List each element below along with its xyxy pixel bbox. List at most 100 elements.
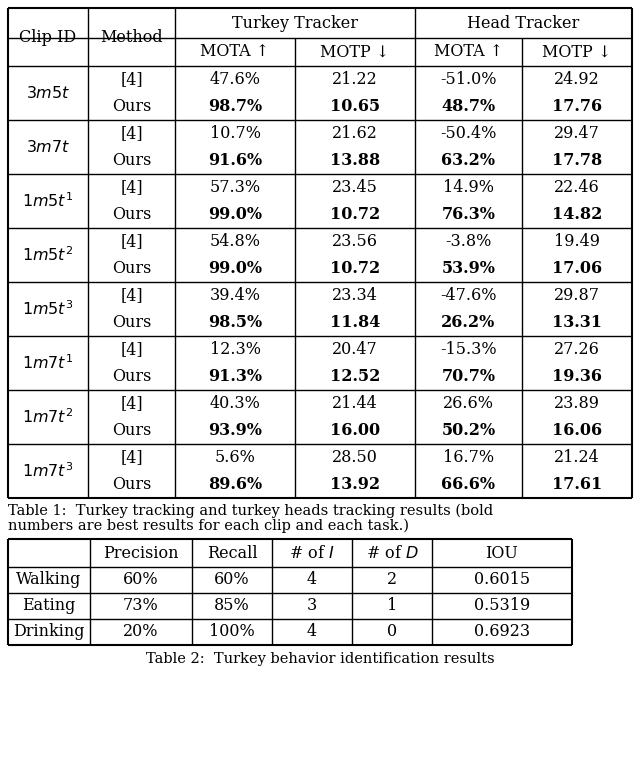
Text: Ours: Ours bbox=[112, 422, 151, 439]
Text: 19.36: 19.36 bbox=[552, 368, 602, 385]
Text: 1: 1 bbox=[387, 597, 397, 614]
Text: 85%: 85% bbox=[214, 597, 250, 614]
Text: 91.6%: 91.6% bbox=[208, 152, 262, 169]
Text: 29.47: 29.47 bbox=[554, 125, 600, 142]
Text: 0.5319: 0.5319 bbox=[474, 597, 530, 614]
Text: 13.31: 13.31 bbox=[552, 314, 602, 331]
Text: [4]: [4] bbox=[120, 449, 143, 466]
Text: 24.92: 24.92 bbox=[554, 71, 600, 88]
Text: Eating: Eating bbox=[22, 597, 76, 614]
Text: [4]: [4] bbox=[120, 341, 143, 358]
Text: $1m5t^3$: $1m5t^3$ bbox=[22, 300, 74, 318]
Text: $1m7t^3$: $1m7t^3$ bbox=[22, 462, 74, 481]
Text: 23.45: 23.45 bbox=[332, 179, 378, 196]
Text: 63.2%: 63.2% bbox=[442, 152, 495, 169]
Text: 5.6%: 5.6% bbox=[214, 449, 255, 466]
Text: 0: 0 bbox=[387, 623, 397, 640]
Text: 89.6%: 89.6% bbox=[208, 476, 262, 493]
Text: 21.24: 21.24 bbox=[554, 449, 600, 466]
Text: 11.84: 11.84 bbox=[330, 314, 380, 331]
Text: Ours: Ours bbox=[112, 476, 151, 493]
Text: MOTA ↑: MOTA ↑ bbox=[434, 43, 503, 60]
Text: 22.46: 22.46 bbox=[554, 179, 600, 196]
Text: $1m5t^2$: $1m5t^2$ bbox=[22, 246, 74, 264]
Text: 70.7%: 70.7% bbox=[442, 368, 495, 385]
Text: 16.00: 16.00 bbox=[330, 422, 380, 439]
Text: [4]: [4] bbox=[120, 395, 143, 412]
Text: -15.3%: -15.3% bbox=[440, 341, 497, 358]
Text: -51.0%: -51.0% bbox=[440, 71, 497, 88]
Text: [4]: [4] bbox=[120, 233, 143, 250]
Text: 3: 3 bbox=[307, 597, 317, 614]
Text: 39.4%: 39.4% bbox=[209, 287, 260, 304]
Text: 10.7%: 10.7% bbox=[209, 125, 260, 142]
Text: 99.0%: 99.0% bbox=[208, 206, 262, 223]
Text: 100%: 100% bbox=[209, 623, 255, 640]
Text: 57.3%: 57.3% bbox=[209, 179, 260, 196]
Text: 16.06: 16.06 bbox=[552, 422, 602, 439]
Text: 10.72: 10.72 bbox=[330, 260, 380, 277]
Text: Table 1:  Turkey tracking and turkey heads tracking results (bold: Table 1: Turkey tracking and turkey head… bbox=[8, 504, 493, 518]
Text: Precision: Precision bbox=[103, 545, 179, 562]
Text: $3m5t$: $3m5t$ bbox=[26, 85, 70, 101]
Text: 26.2%: 26.2% bbox=[442, 314, 495, 331]
Text: 20.47: 20.47 bbox=[332, 341, 378, 358]
Text: -50.4%: -50.4% bbox=[440, 125, 497, 142]
Text: # of $I$: # of $I$ bbox=[289, 545, 335, 562]
Text: 14.9%: 14.9% bbox=[443, 179, 494, 196]
Text: 53.9%: 53.9% bbox=[442, 260, 495, 277]
Text: 54.8%: 54.8% bbox=[209, 233, 260, 250]
Text: -47.6%: -47.6% bbox=[440, 287, 497, 304]
Text: Method: Method bbox=[100, 28, 163, 46]
Text: 12.3%: 12.3% bbox=[209, 341, 260, 358]
Text: $1m7t^2$: $1m7t^2$ bbox=[22, 407, 74, 427]
Text: 12.52: 12.52 bbox=[330, 368, 380, 385]
Text: Drinking: Drinking bbox=[13, 623, 84, 640]
Text: 98.7%: 98.7% bbox=[208, 98, 262, 115]
Text: 0.6015: 0.6015 bbox=[474, 571, 530, 588]
Text: 93.9%: 93.9% bbox=[208, 422, 262, 439]
Text: [4]: [4] bbox=[120, 179, 143, 196]
Text: $3m7t$: $3m7t$ bbox=[26, 139, 70, 155]
Text: 0.6923: 0.6923 bbox=[474, 623, 530, 640]
Text: 60%: 60% bbox=[123, 571, 159, 588]
Text: [4]: [4] bbox=[120, 287, 143, 304]
Text: 21.44: 21.44 bbox=[332, 395, 378, 412]
Text: 19.49: 19.49 bbox=[554, 233, 600, 250]
Text: $1m5t^1$: $1m5t^1$ bbox=[22, 192, 74, 211]
Text: 66.6%: 66.6% bbox=[442, 476, 495, 493]
Text: 23.34: 23.34 bbox=[332, 287, 378, 304]
Text: MOTA ↑: MOTA ↑ bbox=[200, 43, 269, 60]
Text: Turkey Tracker: Turkey Tracker bbox=[232, 14, 358, 31]
Text: 16.7%: 16.7% bbox=[443, 449, 494, 466]
Text: 99.0%: 99.0% bbox=[208, 260, 262, 277]
Text: 73%: 73% bbox=[123, 597, 159, 614]
Text: 4: 4 bbox=[307, 623, 317, 640]
Text: Ours: Ours bbox=[112, 368, 151, 385]
Text: 4: 4 bbox=[307, 571, 317, 588]
Text: 14.82: 14.82 bbox=[552, 206, 602, 223]
Text: 13.92: 13.92 bbox=[330, 476, 380, 493]
Text: Head Tracker: Head Tracker bbox=[467, 14, 580, 31]
Text: 10.65: 10.65 bbox=[330, 98, 380, 115]
Text: Ours: Ours bbox=[112, 260, 151, 277]
Text: 76.3%: 76.3% bbox=[442, 206, 495, 223]
Text: MOTP ↓: MOTP ↓ bbox=[321, 43, 390, 60]
Text: Ours: Ours bbox=[112, 152, 151, 169]
Text: 10.72: 10.72 bbox=[330, 206, 380, 223]
Text: 50.2%: 50.2% bbox=[442, 422, 495, 439]
Text: 21.62: 21.62 bbox=[332, 125, 378, 142]
Text: 40.3%: 40.3% bbox=[209, 395, 260, 412]
Text: 2: 2 bbox=[387, 571, 397, 588]
Text: Ours: Ours bbox=[112, 206, 151, 223]
Text: [4]: [4] bbox=[120, 71, 143, 88]
Text: 48.7%: 48.7% bbox=[442, 98, 495, 115]
Text: -3.8%: -3.8% bbox=[445, 233, 492, 250]
Text: 17.06: 17.06 bbox=[552, 260, 602, 277]
Text: # of $D$: # of $D$ bbox=[365, 545, 419, 562]
Text: 26.6%: 26.6% bbox=[443, 395, 494, 412]
Text: Table 2:  Turkey behavior identification results: Table 2: Turkey behavior identification … bbox=[146, 652, 494, 666]
Text: 98.5%: 98.5% bbox=[208, 314, 262, 331]
Text: numbers are best results for each clip and each task.): numbers are best results for each clip a… bbox=[8, 519, 409, 533]
Text: 27.26: 27.26 bbox=[554, 341, 600, 358]
